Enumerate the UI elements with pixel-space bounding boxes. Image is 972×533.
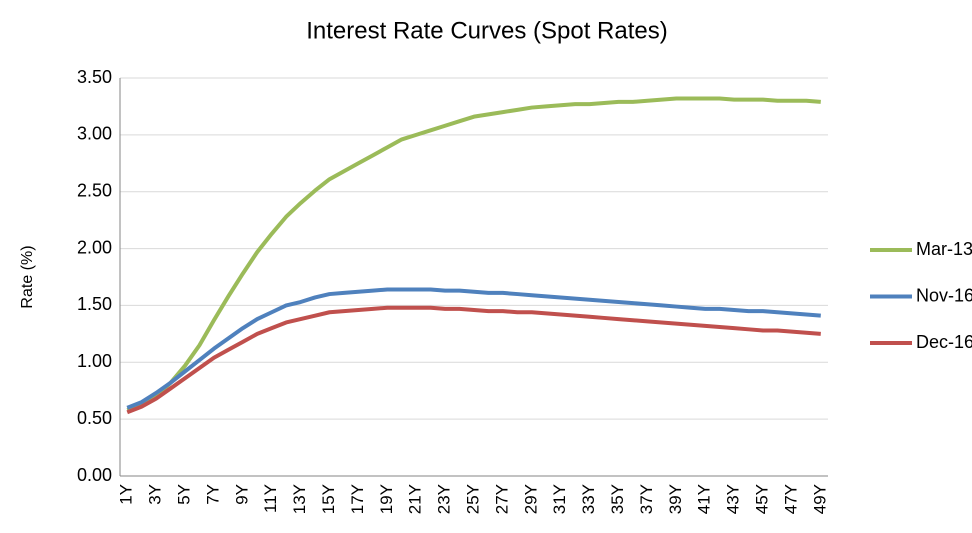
x-tick-label: 47Y [781,484,800,514]
y-tick-label: 1.50 [77,294,112,314]
x-tick-label: 23Y [435,484,454,514]
series-line [126,96,821,412]
x-tick-label: 19Y [377,484,396,514]
legend-label: Mar-13 [916,239,972,259]
x-tick-label: 45Y [752,484,771,514]
x-tick-label: 7Y [203,484,222,505]
series-line [126,305,821,415]
x-tick-label: 5Y [175,484,194,505]
x-tick-label: 1Y [117,484,136,505]
y-tick-label: 1.00 [77,351,112,371]
x-tick-label: 3Y [146,484,165,505]
x-tick-label: 15Y [319,484,338,514]
x-tick-label: 31Y [550,484,569,514]
chart-title: Interest Rate Curves (Spot Rates) [306,17,667,44]
x-tick-label: 21Y [406,484,425,514]
legend-label: Nov-16 [916,285,972,305]
legend-label: Dec-16 [916,332,972,352]
x-tick-label: 27Y [492,484,511,514]
x-tick-label: 37Y [637,484,656,514]
x-tick-label: 9Y [232,484,251,505]
x-tick-label: 13Y [290,484,309,514]
y-tick-label: 2.00 [77,237,112,257]
x-tick-label: 35Y [608,484,627,514]
series-line [126,287,821,410]
x-tick-label: 11Y [261,484,280,513]
y-tick-label: 3.50 [77,67,112,87]
x-tick-label: 29Y [521,484,540,514]
x-tick-label: 43Y [724,484,743,514]
x-tick-label: 49Y [810,484,829,514]
y-axis-label: Rate (%) [19,245,36,308]
x-tick-label: 17Y [348,484,367,514]
y-tick-label: 0.00 [77,465,112,485]
y-tick-label: 0.50 [77,408,112,428]
x-tick-label: 39Y [666,484,685,514]
x-tick-label: 33Y [579,484,598,514]
x-tick-label: 25Y [463,484,482,514]
x-tick-label: 41Y [695,484,714,514]
y-tick-label: 2.50 [77,180,112,200]
y-tick-label: 3.00 [77,124,112,144]
